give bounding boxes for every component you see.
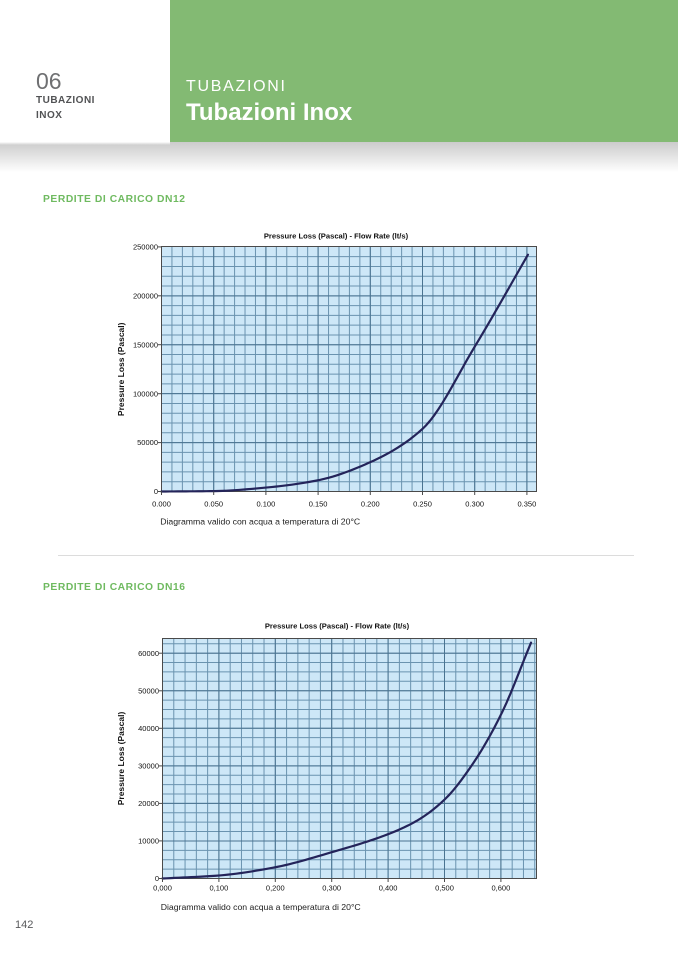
- svg-text:0: 0: [154, 487, 158, 496]
- svg-text:40000: 40000: [138, 724, 159, 733]
- svg-text:0.350: 0.350: [518, 500, 537, 509]
- svg-text:50000: 50000: [137, 438, 158, 447]
- svg-text:Diagramma valido con acqua a t: Diagramma valido con acqua a temperatura…: [160, 517, 360, 527]
- svg-text:Pressure Loss (Pascal): Pressure Loss (Pascal): [116, 322, 126, 416]
- svg-text:0,200: 0,200: [266, 884, 285, 893]
- svg-text:0,000: 0,000: [153, 884, 172, 893]
- svg-text:0,100: 0,100: [210, 884, 229, 893]
- svg-text:200000: 200000: [133, 291, 158, 300]
- svg-text:250000: 250000: [133, 243, 158, 252]
- svg-text:60000: 60000: [138, 649, 159, 658]
- svg-text:0,300: 0,300: [322, 884, 341, 893]
- svg-text:Pressure Loss (Pascal) - Flow: Pressure Loss (Pascal) - Flow Rate (lt/s…: [264, 232, 409, 241]
- svg-text:0.000: 0.000: [152, 500, 171, 509]
- svg-text:50000: 50000: [138, 686, 159, 695]
- svg-text:0: 0: [155, 874, 159, 883]
- svg-text:0.300: 0.300: [465, 500, 484, 509]
- svg-text:0.100: 0.100: [257, 500, 276, 509]
- svg-text:0,500: 0,500: [435, 884, 454, 893]
- svg-text:30000: 30000: [138, 762, 159, 771]
- svg-text:Diagramma valido con acqua a t: Diagramma valido con acqua a temperatura…: [161, 902, 361, 912]
- svg-text:0.200: 0.200: [361, 500, 380, 509]
- svg-text:0.150: 0.150: [309, 500, 328, 509]
- svg-text:150000: 150000: [133, 340, 158, 349]
- svg-text:20000: 20000: [138, 799, 159, 808]
- svg-text:0,400: 0,400: [379, 884, 398, 893]
- svg-text:Pressure Loss (Pascal) - Flow: Pressure Loss (Pascal) - Flow Rate (lt/s…: [265, 622, 410, 631]
- svg-text:Pressure Loss (Pascal): Pressure Loss (Pascal): [116, 712, 126, 806]
- svg-text:0,600: 0,600: [492, 884, 511, 893]
- svg-text:10000: 10000: [138, 837, 159, 846]
- svg-text:0.050: 0.050: [204, 500, 223, 509]
- svg-text:100000: 100000: [133, 389, 158, 398]
- svg-text:0.250: 0.250: [413, 500, 432, 509]
